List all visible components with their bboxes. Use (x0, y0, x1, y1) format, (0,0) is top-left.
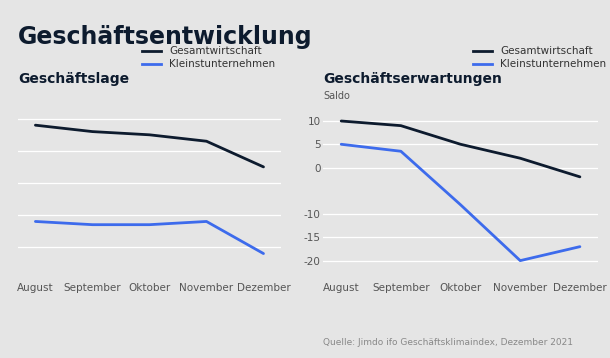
Text: Saldo: Saldo (323, 91, 350, 101)
Legend: Gesamtwirtschaft, Kleinstunternehmen: Gesamtwirtschaft, Kleinstunternehmen (142, 46, 275, 69)
Text: Quelle: Jimdo ifo Geschäftsklimaindex, Dezember 2021: Quelle: Jimdo ifo Geschäftsklimaindex, D… (323, 338, 573, 347)
Legend: Gesamtwirtschaft, Kleinstunternehmen: Gesamtwirtschaft, Kleinstunternehmen (473, 46, 606, 69)
Text: Geschäftserwartungen: Geschäftserwartungen (323, 72, 502, 86)
Text: Geschäftslage: Geschäftslage (18, 72, 129, 86)
Text: Geschäftsentwicklung: Geschäftsentwicklung (18, 25, 313, 49)
